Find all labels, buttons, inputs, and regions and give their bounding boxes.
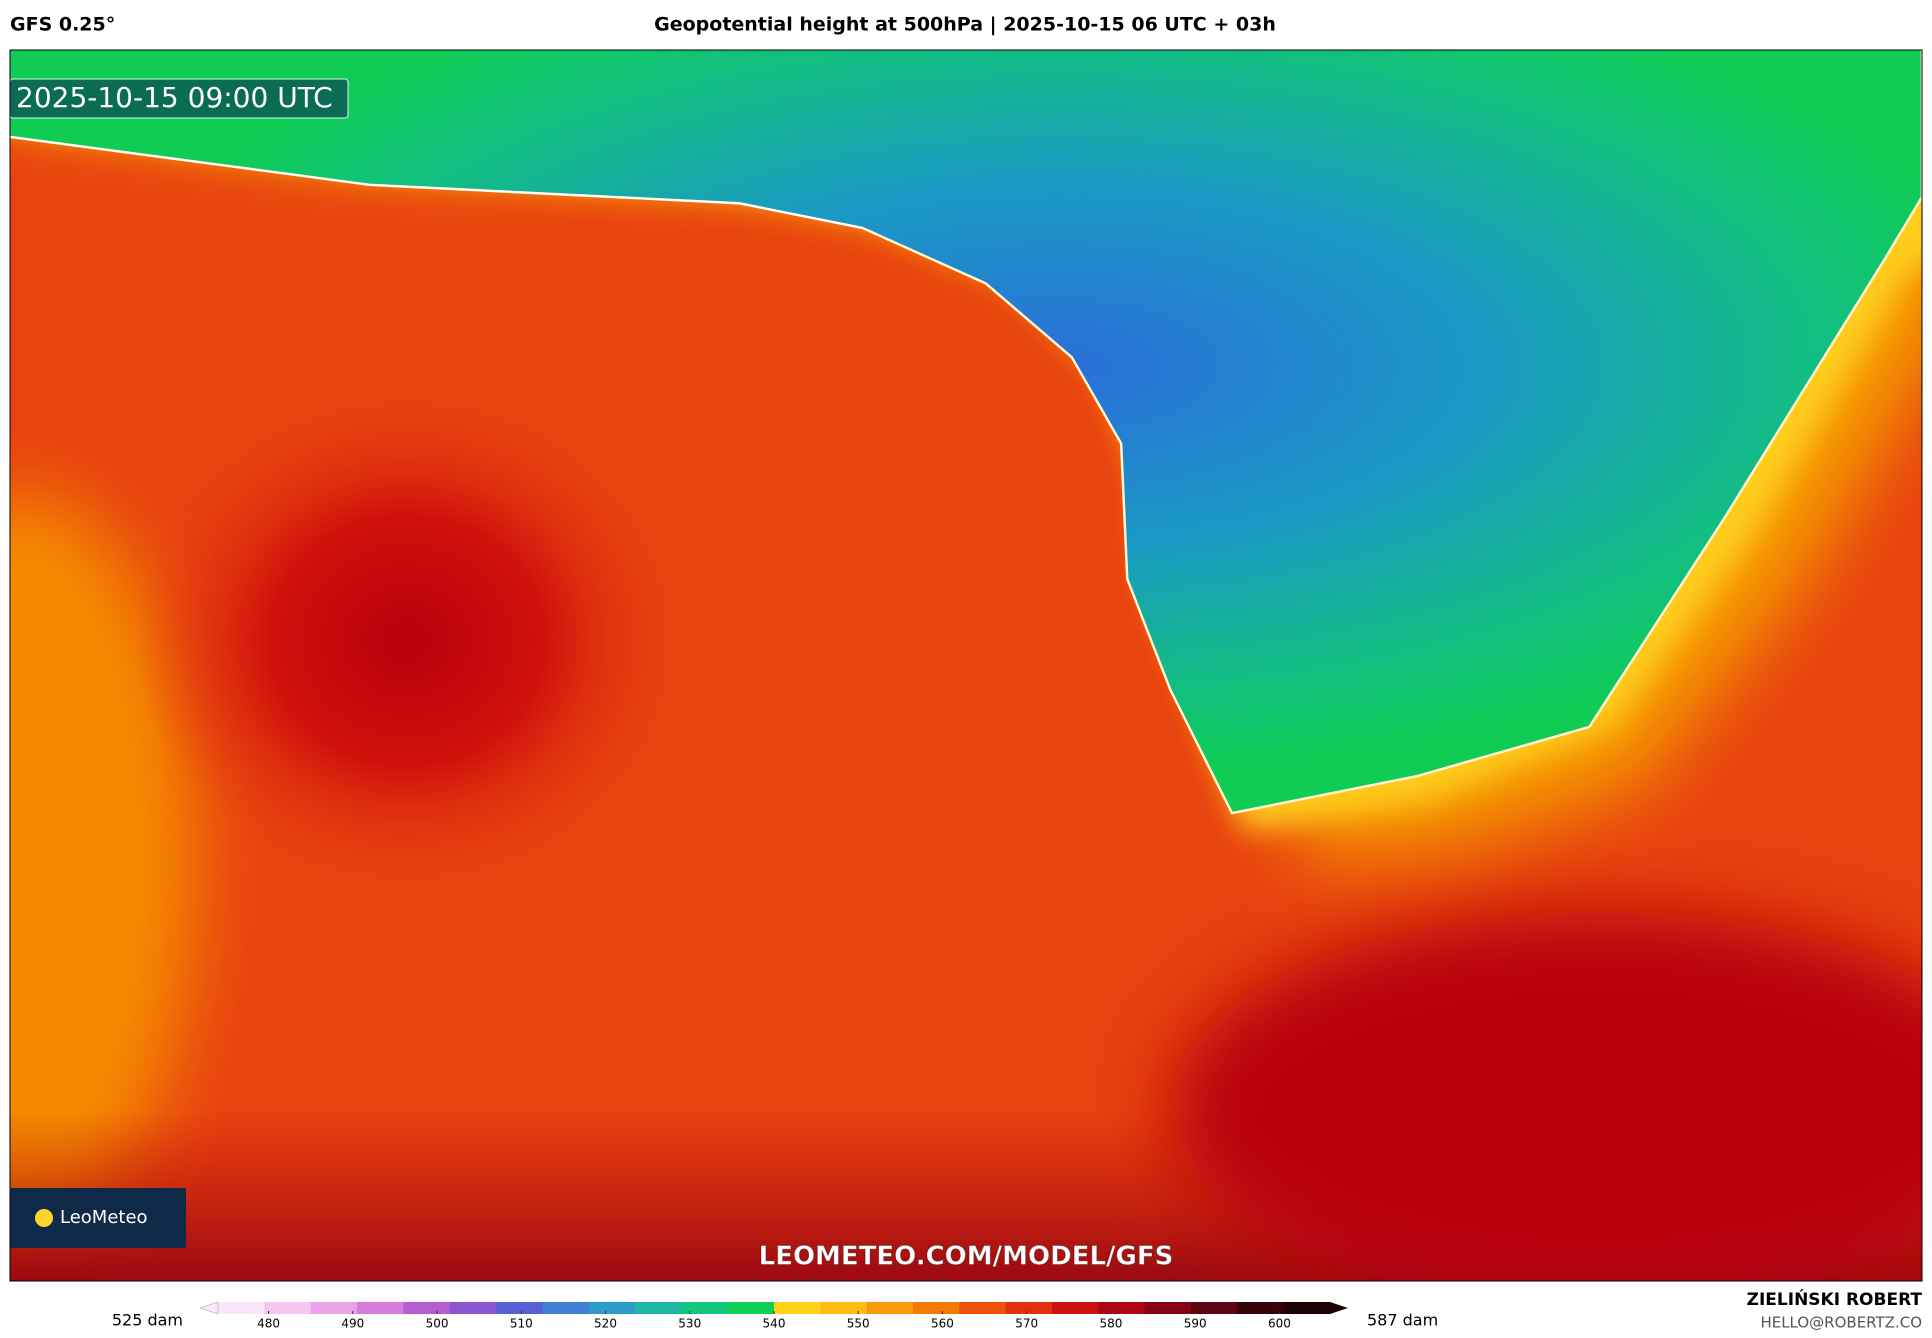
colorbar-segment xyxy=(588,1302,636,1314)
colorbar-tick-label: 480 xyxy=(257,1317,280,1331)
watermark: LEOMETEO.COM/MODEL/GFS xyxy=(759,1242,1174,1272)
colorbar-end xyxy=(1330,1302,1348,1314)
colorbar-segment xyxy=(820,1302,868,1314)
colorbar-tick-label: 500 xyxy=(426,1317,449,1331)
colorbar-tick-label: 590 xyxy=(1184,1317,1207,1331)
timestamp: 2025-10-15 09:00 UTC xyxy=(16,81,333,114)
model-label: GFS 0.25° xyxy=(10,14,115,36)
colorbar-tick-label: 580 xyxy=(1100,1317,1123,1331)
colorbar-segment xyxy=(1052,1302,1099,1314)
colorbar-segment xyxy=(959,1302,1007,1314)
colorbar-tick-label: 570 xyxy=(1015,1317,1038,1331)
legend-max: 587 dam xyxy=(1367,1311,1438,1330)
colorbar-segment xyxy=(403,1302,451,1314)
colorbar-segment xyxy=(1191,1302,1238,1314)
map: 2025-10-15 09:00 UTC LeoMeteo LEOMETEO.C… xyxy=(10,50,1922,1281)
colorbar-segment xyxy=(727,1302,775,1314)
colorbar-segment xyxy=(774,1302,821,1314)
colorbar-tick-label: 600 xyxy=(1268,1317,1291,1331)
colorbar-segment xyxy=(496,1302,543,1314)
colorbar-segment xyxy=(357,1302,404,1314)
colorbar-tick-label: 490 xyxy=(341,1317,364,1331)
colorbar: 480 490 500 510 520 530 540 550 560 570 580 590 600 xyxy=(199,1301,1348,1331)
colorbar-segment xyxy=(1098,1302,1146,1314)
colorbar-segment xyxy=(1005,1302,1053,1314)
colorbar-segment xyxy=(310,1302,358,1314)
colorbar-segment xyxy=(866,1302,914,1314)
colorbar-tick-label: 530 xyxy=(678,1317,701,1331)
colorbar-segment xyxy=(913,1302,960,1314)
colorbar-segment xyxy=(264,1302,312,1314)
colorbar-segment xyxy=(1237,1302,1285,1314)
colorbar-segment xyxy=(635,1302,682,1314)
colorbar-segment xyxy=(449,1302,497,1314)
colorbar-tick-label: 560 xyxy=(931,1317,954,1331)
colorbar-tick-label: 550 xyxy=(847,1317,870,1331)
logo: LeoMeteo xyxy=(60,1207,148,1228)
colorbar-segment xyxy=(218,1302,265,1314)
colorbar-tick-label: 540 xyxy=(763,1317,786,1331)
author-email: HELLO@ROBERTZ.CO xyxy=(1760,1314,1922,1332)
colorbar-tick-label: 510 xyxy=(510,1317,533,1331)
colorbar-tick-label: 520 xyxy=(594,1317,617,1331)
legend-min: 525 dam xyxy=(112,1311,183,1330)
author-name: ZIELIŃSKI ROBERT xyxy=(1747,1288,1923,1310)
colorbar-segment xyxy=(1144,1302,1192,1314)
colorbar-segment xyxy=(542,1302,590,1314)
colorbar-segment xyxy=(1283,1302,1331,1314)
colorbar-segment xyxy=(681,1302,729,1314)
map-title: Geopotential height at 500hPa | 2025-10-… xyxy=(654,14,1276,36)
colorbar-end xyxy=(199,1301,219,1315)
